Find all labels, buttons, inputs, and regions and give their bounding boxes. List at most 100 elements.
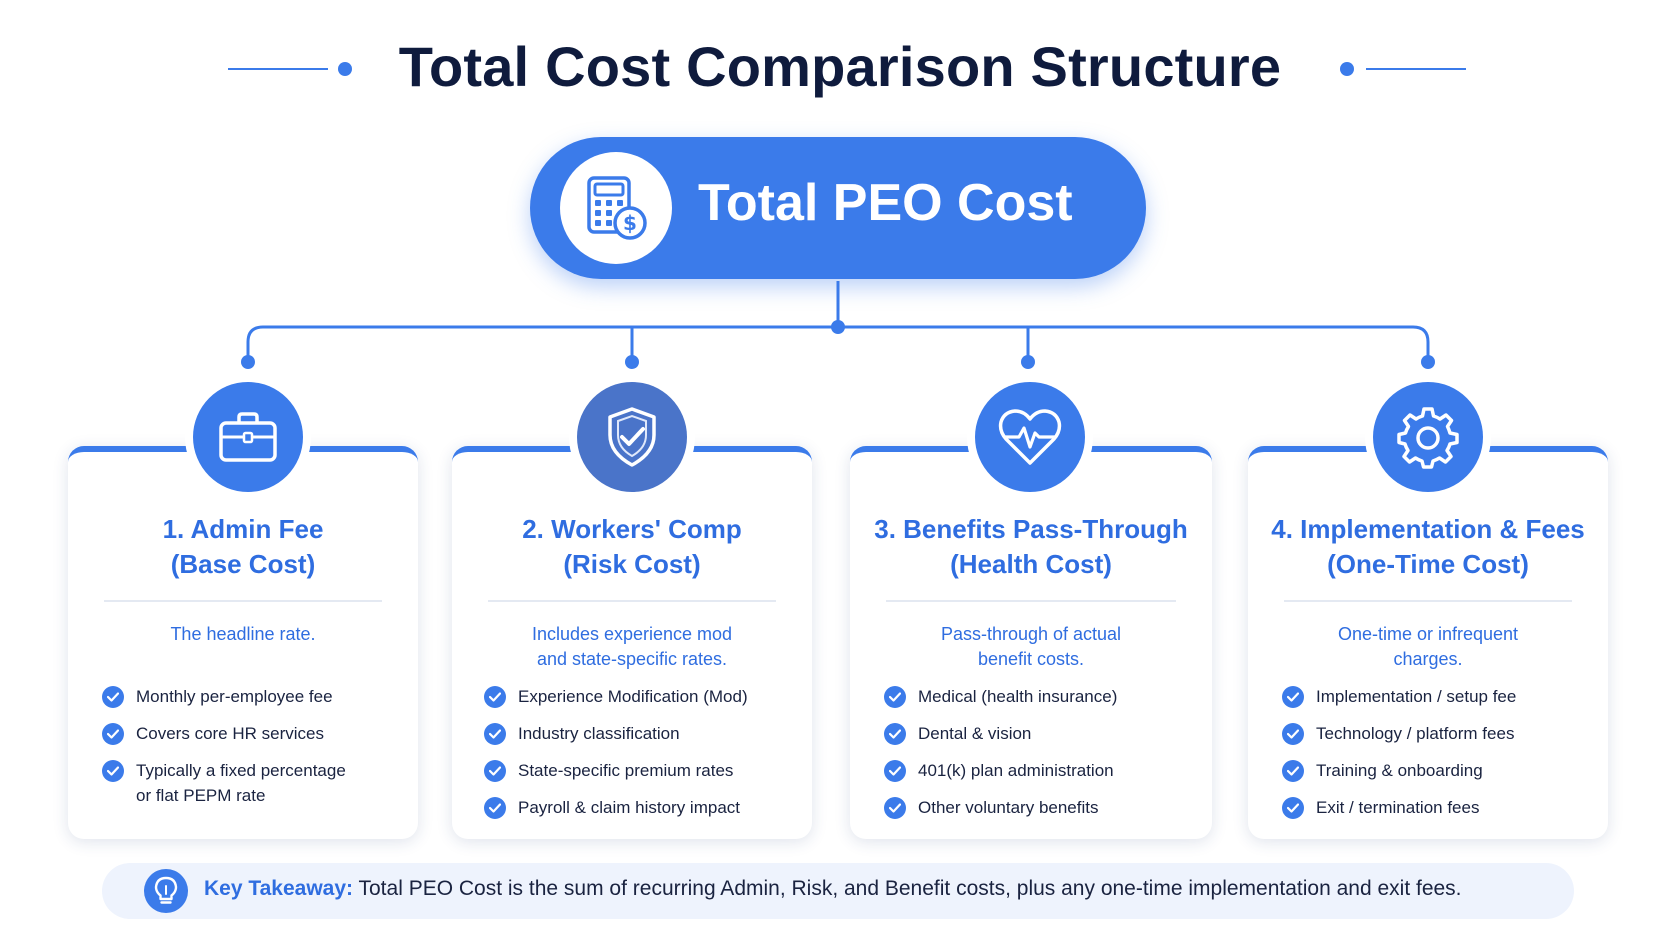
bullet-text: Industry classification [518, 724, 680, 743]
list-item: Other voluntary benefits [884, 795, 1198, 820]
list-item: Payroll & claim history impact [484, 795, 798, 820]
bullet-text: Typically a fixed percentage [136, 761, 346, 780]
bullet-text: Experience Modification (Mod) [518, 687, 748, 706]
check-icon [484, 723, 506, 745]
bullet-list: Implementation / setup fee Technology / … [1282, 684, 1594, 832]
check-icon [102, 760, 124, 782]
check-icon [484, 797, 506, 819]
card-implementation-fees: 4. Implementation & Fees (One-Time Cost)… [1248, 446, 1608, 839]
card-description: One-time or infrequent charges. [1264, 622, 1592, 672]
card-desc-line1: One-time or infrequent [1337, 624, 1519, 644]
card-title-line1: 4. Implementation & Fees [1271, 514, 1585, 544]
card-title-line1: 1. Admin Fee [162, 514, 324, 544]
list-item: Typically a fixed percentage or flat PEP… [102, 758, 404, 808]
card-title: 3. Benefits Pass-Through (Health Cost) [860, 512, 1202, 582]
card-desc-line1: Includes experience mod [531, 624, 733, 644]
check-icon [884, 797, 906, 819]
check-icon [1282, 797, 1304, 819]
bullet-text: Monthly per-employee fee [136, 687, 333, 706]
list-item: Technology / platform fees [1282, 721, 1594, 746]
takeaway-label: Key Takeaway: [204, 877, 354, 900]
list-item: Implementation / setup fee [1282, 684, 1594, 709]
check-icon [1282, 686, 1304, 708]
card-title-line2: (Health Cost) [950, 549, 1112, 579]
gear-icon [1397, 407, 1459, 469]
card-title: 4. Implementation & Fees (One-Time Cost) [1258, 512, 1598, 582]
bullet-text: State-specific premium rates [518, 761, 734, 780]
card-divider [1284, 600, 1572, 602]
takeaway-body: Total PEO Cost is the sum of recurring A… [358, 877, 1462, 900]
bullet-text: Covers core HR services [136, 724, 324, 743]
check-icon [884, 760, 906, 782]
card-divider [488, 600, 776, 602]
card-desc-line2: charges. [1393, 649, 1463, 669]
key-takeaway-banner: Key Takeaway: Total PEO Cost is the sum … [102, 863, 1574, 919]
card-title: 1. Admin Fee (Base Cost) [78, 512, 408, 582]
list-item: Dental & vision [884, 721, 1198, 746]
card-desc-line1: Pass-through of actual [940, 624, 1122, 644]
check-icon [1282, 760, 1304, 782]
list-item: State-specific premium rates [484, 758, 798, 783]
card-description: The headline rate. [84, 622, 402, 647]
root-icon-circle: $ [560, 152, 672, 264]
bullet-text: Dental & vision [918, 724, 1032, 743]
card-desc-line2: and state-specific rates. [536, 649, 728, 669]
connector-end-dot-4 [1421, 355, 1435, 369]
card-description: Includes experience mod and state-specif… [468, 622, 796, 672]
connector-hub-dot [831, 320, 845, 334]
card-icon-circle [975, 382, 1085, 492]
card-desc-line1: The headline rate. [170, 624, 316, 644]
card-title-line2: (Risk Cost) [563, 549, 701, 579]
check-icon [484, 760, 506, 782]
card-title-line1: 3. Benefits Pass-Through [874, 514, 1188, 544]
bullet-text: Implementation / setup fee [1316, 687, 1517, 706]
card-icon-circle [1373, 382, 1483, 492]
check-icon [484, 686, 506, 708]
card-divider [104, 600, 382, 602]
takeaway-icon-circle [144, 869, 188, 913]
title-left-line [228, 68, 328, 70]
bullet-list: Medical (health insurance) Dental & visi… [884, 684, 1198, 832]
bullet-text: Payroll & claim history impact [518, 798, 741, 817]
bullet-text-continued: or flat PEPM rate [136, 786, 266, 805]
header: Total Cost Comparison Structure [0, 28, 1672, 108]
bullet-list: Experience Modification (Mod) Industry c… [484, 684, 798, 832]
bullet-text: Training & onboarding [1316, 761, 1483, 780]
connector-end-dot-2 [625, 355, 639, 369]
check-icon [1282, 723, 1304, 745]
card-admin-fee: 1. Admin Fee (Base Cost) The headline ra… [68, 446, 418, 839]
card-icon-circle [577, 382, 687, 492]
list-item: Medical (health insurance) [884, 684, 1198, 709]
briefcase-icon [219, 412, 277, 462]
connector-end-dot-3 [1021, 355, 1035, 369]
check-icon [884, 723, 906, 745]
card-desc-line2: benefit costs. [977, 649, 1085, 669]
check-icon [884, 686, 906, 708]
check-icon [102, 723, 124, 745]
heart-pulse-icon [998, 409, 1062, 465]
card-divider [886, 600, 1176, 602]
svg-text:$: $ [623, 211, 637, 235]
card-title-line1: 2. Workers' Comp [522, 514, 742, 544]
card-workers-comp: 2. Workers' Comp (Risk Cost) Includes ex… [452, 446, 812, 839]
card-title-line2: (Base Cost) [170, 549, 316, 579]
title-right-line [1366, 68, 1466, 70]
card-title-line2: (One-Time Cost) [1327, 549, 1529, 579]
root-label: Total PEO Cost [698, 174, 1073, 232]
calculator-dollar-icon: $ [587, 176, 647, 240]
card-icon-circle [193, 382, 303, 492]
list-item: Training & onboarding [1282, 758, 1594, 783]
bullet-text: Medical (health insurance) [918, 687, 1118, 706]
shield-check-icon [608, 407, 656, 467]
bullet-text: Exit / termination fees [1316, 798, 1480, 817]
title-right-dot [1340, 62, 1354, 76]
card-title: 2. Workers' Comp (Risk Cost) [462, 512, 802, 582]
bullet-text: Technology / platform fees [1316, 724, 1515, 743]
list-item: Exit / termination fees [1282, 795, 1594, 820]
page-title: Total Cost Comparison Structure [398, 35, 1282, 98]
list-item: 401(k) plan administration [884, 758, 1198, 783]
card-description: Pass-through of actual benefit costs. [866, 622, 1196, 672]
list-item: Industry classification [484, 721, 798, 746]
list-item: Experience Modification (Mod) [484, 684, 798, 709]
